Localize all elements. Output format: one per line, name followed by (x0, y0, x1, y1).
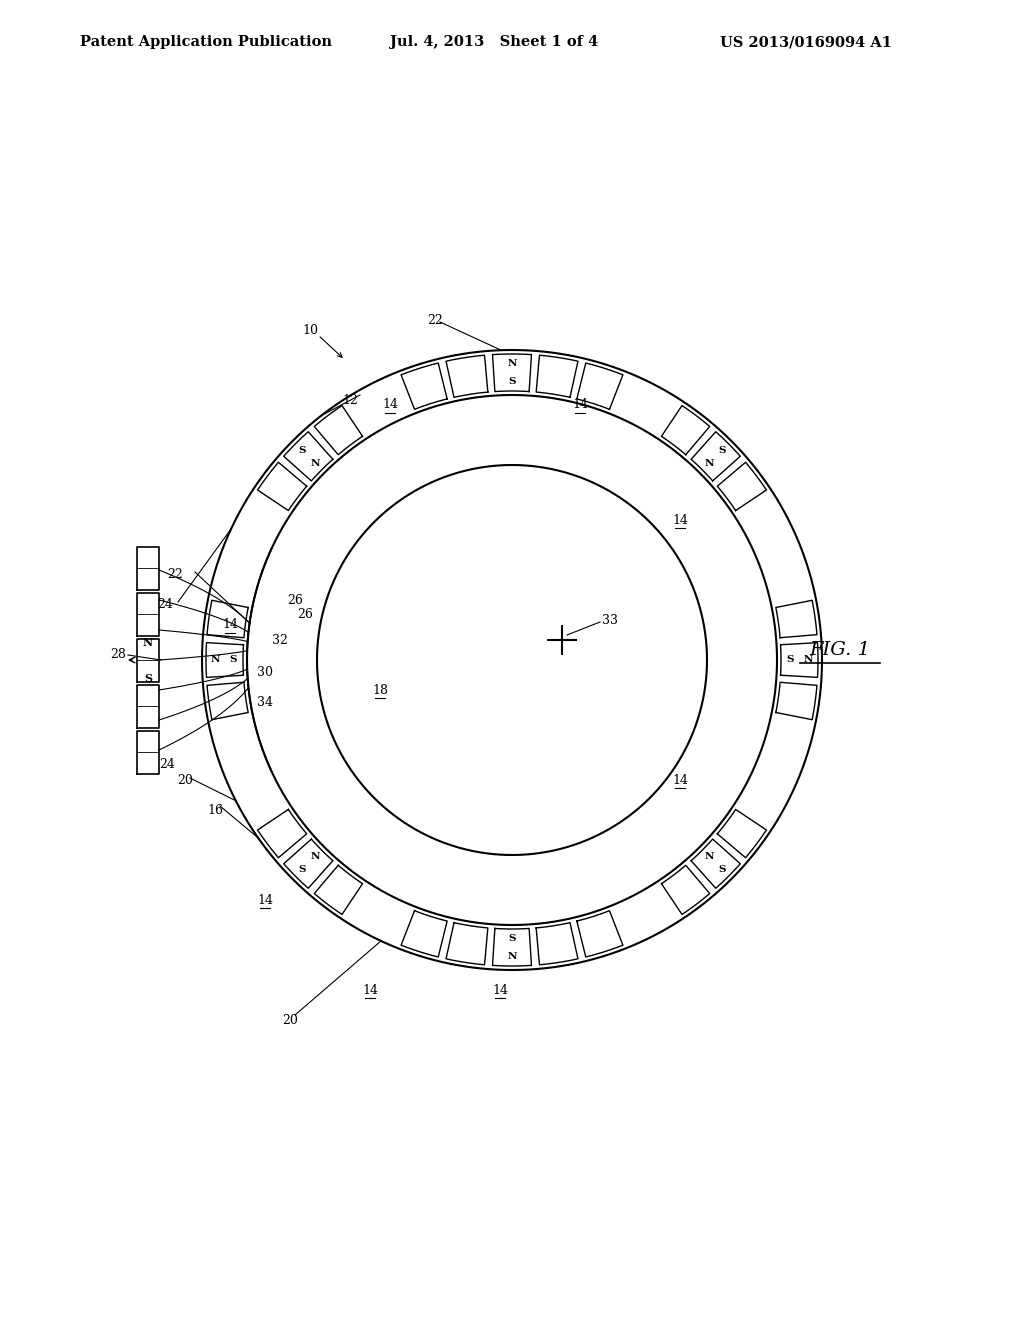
Text: 32: 32 (272, 634, 288, 647)
Polygon shape (401, 363, 447, 409)
Text: 10: 10 (302, 323, 318, 337)
Polygon shape (137, 593, 159, 635)
Text: 12: 12 (342, 393, 358, 407)
Polygon shape (314, 866, 362, 915)
Polygon shape (446, 355, 487, 397)
Polygon shape (662, 405, 710, 454)
Text: 34: 34 (257, 696, 273, 709)
Text: Jul. 4, 2013   Sheet 1 of 4: Jul. 4, 2013 Sheet 1 of 4 (390, 36, 598, 49)
Polygon shape (537, 355, 578, 397)
Polygon shape (284, 432, 333, 480)
Polygon shape (577, 911, 623, 957)
Text: 20: 20 (282, 1014, 298, 1027)
Text: 30: 30 (257, 665, 273, 678)
Text: 28: 28 (110, 648, 126, 661)
Polygon shape (137, 730, 159, 774)
Polygon shape (662, 866, 710, 915)
Polygon shape (401, 911, 447, 957)
Text: US 2013/0169094 A1: US 2013/0169094 A1 (720, 36, 892, 49)
Polygon shape (207, 601, 248, 638)
Text: N: N (143, 636, 153, 648)
Text: N: N (705, 853, 714, 862)
Text: 14: 14 (672, 774, 688, 787)
Polygon shape (206, 643, 244, 677)
Polygon shape (776, 601, 817, 638)
Text: 26: 26 (287, 594, 303, 606)
Text: S: S (718, 865, 725, 874)
Polygon shape (691, 432, 740, 480)
Text: S: S (718, 446, 725, 455)
Polygon shape (493, 354, 531, 392)
Polygon shape (137, 685, 159, 727)
Text: 26: 26 (297, 609, 313, 622)
Text: S: S (786, 656, 795, 664)
Text: 22: 22 (167, 569, 183, 582)
Text: S: S (299, 446, 306, 455)
Text: N: N (211, 656, 220, 664)
Text: 14: 14 (672, 513, 688, 527)
Text: 18: 18 (372, 684, 388, 697)
Polygon shape (780, 643, 818, 677)
Text: Patent Application Publication: Patent Application Publication (80, 36, 332, 49)
Text: N: N (310, 458, 319, 467)
Text: N: N (310, 853, 319, 862)
Polygon shape (537, 923, 578, 965)
Polygon shape (258, 809, 307, 858)
Text: 22: 22 (427, 314, 442, 326)
Text: 16: 16 (207, 804, 223, 817)
Polygon shape (776, 682, 817, 719)
Text: 14: 14 (362, 983, 378, 997)
Text: N: N (804, 656, 813, 664)
Text: N: N (705, 458, 714, 467)
Text: 14: 14 (382, 399, 398, 412)
Text: N: N (507, 359, 517, 368)
Text: 14: 14 (572, 399, 588, 412)
Polygon shape (446, 923, 487, 965)
Polygon shape (577, 363, 623, 409)
Text: S: S (508, 935, 516, 942)
Text: S: S (229, 656, 238, 664)
Text: 14: 14 (222, 619, 238, 631)
Polygon shape (691, 840, 740, 888)
Polygon shape (258, 462, 307, 511)
Polygon shape (493, 928, 531, 966)
Text: 14: 14 (492, 983, 508, 997)
Text: 14: 14 (257, 894, 273, 907)
Polygon shape (717, 809, 766, 858)
Text: S: S (299, 865, 306, 874)
Text: N: N (507, 952, 517, 961)
Polygon shape (284, 840, 333, 888)
Text: S: S (508, 378, 516, 385)
Text: 24: 24 (159, 759, 175, 771)
Polygon shape (207, 682, 248, 719)
Polygon shape (137, 639, 159, 681)
Text: 33: 33 (602, 614, 618, 627)
Text: 24: 24 (157, 598, 173, 611)
Polygon shape (717, 462, 766, 511)
Polygon shape (314, 405, 362, 454)
Text: S: S (144, 672, 152, 684)
Text: 20: 20 (177, 774, 193, 787)
Polygon shape (137, 546, 159, 590)
Text: FIG. 1: FIG. 1 (810, 642, 870, 659)
